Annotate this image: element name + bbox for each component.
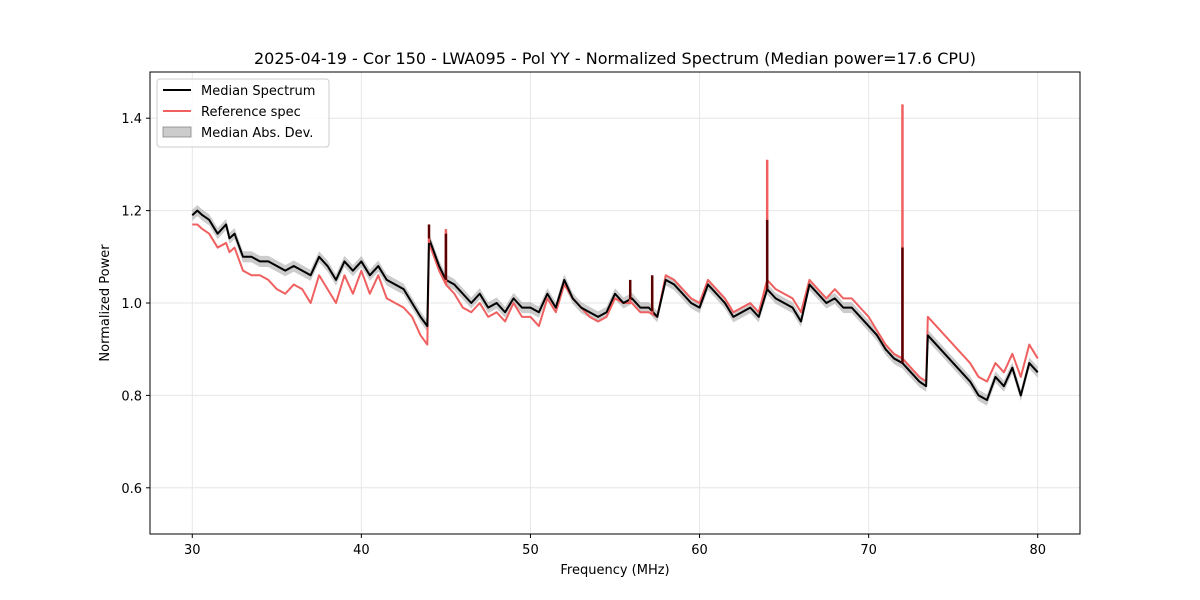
chart-title: 2025-04-19 - Cor 150 - LWA095 - Pol YY -… xyxy=(254,49,976,68)
reference-series-layer xyxy=(192,223,1039,383)
median-spectrum-line xyxy=(191,209,1039,402)
legend-mad-label: Median Abs. Dev. xyxy=(201,126,313,141)
x-axis-ticks: 30 40 50 60 70 80 xyxy=(184,534,1046,558)
x-tick-label: 30 xyxy=(184,543,201,558)
y-tick-label: 1.2 xyxy=(121,205,142,220)
x-tick-label: 40 xyxy=(353,543,370,558)
x-tick-label: 50 xyxy=(522,543,539,558)
x-tick-label: 70 xyxy=(860,543,877,558)
grid xyxy=(150,72,1080,534)
y-tick-label: 0.6 xyxy=(121,482,142,497)
y-axis-label: Normalized Power xyxy=(98,244,113,362)
reference-spectrum-line xyxy=(192,223,1039,383)
x-tick-label: 60 xyxy=(691,543,708,558)
y-tick-label: 1.0 xyxy=(121,297,142,312)
y-tick-label: 1.4 xyxy=(121,112,142,127)
legend-mad-swatch xyxy=(162,126,192,138)
x-axis-label: Frequency (MHz) xyxy=(560,563,669,578)
spike-layer xyxy=(427,104,904,364)
x-tick-label: 80 xyxy=(1029,543,1046,558)
legend: Median Spectrum Reference spec Median Ab… xyxy=(156,78,330,148)
median-series-layer xyxy=(191,209,1039,402)
legend-reference-label: Reference spec xyxy=(201,105,301,120)
y-axis-ticks: 0.6 0.8 1.0 1.2 1.4 xyxy=(121,112,150,497)
legend-box xyxy=(156,78,330,148)
y-tick-label: 0.8 xyxy=(121,389,142,404)
legend-median-label: Median Spectrum xyxy=(201,84,315,99)
